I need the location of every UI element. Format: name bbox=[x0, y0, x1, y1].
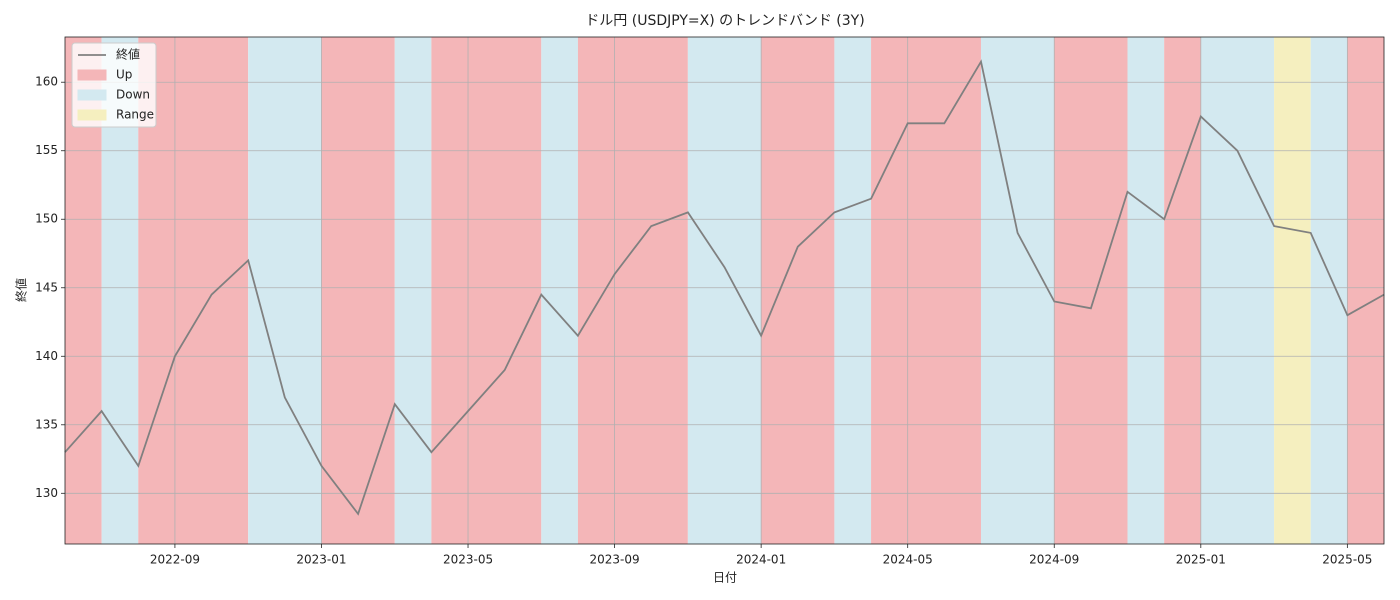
y-axis-label: 終値 bbox=[14, 278, 29, 302]
trend-band bbox=[1127, 37, 1165, 544]
trend-band bbox=[394, 37, 432, 544]
y-tick-label: 140 bbox=[35, 349, 58, 363]
plot-frame bbox=[64, 36, 1385, 545]
trend-band bbox=[1164, 37, 1201, 544]
x-tick-label: 2022-09 bbox=[150, 553, 200, 567]
trend-band bbox=[1310, 37, 1348, 544]
legend-label: 終値 bbox=[116, 47, 140, 62]
x-tick-label: 2024-05 bbox=[883, 553, 933, 567]
trend-band bbox=[871, 37, 981, 544]
x-tick-label: 2023-01 bbox=[296, 553, 346, 567]
y-tick-label: 150 bbox=[35, 212, 58, 226]
x-tick-label: 2023-09 bbox=[590, 553, 640, 567]
x-tick-label: 2023-05 bbox=[443, 553, 493, 567]
trend-band bbox=[577, 37, 688, 544]
y-tick-label: 160 bbox=[35, 75, 58, 89]
x-axis-label: 日付 bbox=[713, 571, 737, 585]
trend-band bbox=[321, 37, 395, 544]
legend-label: Down bbox=[116, 88, 150, 102]
price-line bbox=[64, 59, 1385, 516]
trend-band bbox=[248, 37, 322, 544]
legend-box bbox=[71, 42, 157, 128]
x-tick-label: 2024-01 bbox=[736, 553, 786, 567]
x-tick-label: 2024-09 bbox=[1029, 553, 1079, 567]
legend-label: Range bbox=[116, 108, 154, 122]
trend-band bbox=[834, 37, 872, 544]
legend: 終値 Up Down Range bbox=[71, 42, 157, 128]
y-tick-label: 130 bbox=[35, 486, 58, 500]
trend-band bbox=[687, 37, 762, 544]
trend-band bbox=[761, 37, 835, 544]
y-tick-label: 155 bbox=[35, 143, 58, 157]
trend-band bbox=[431, 37, 542, 544]
chart-title: ドル円 (USDJPY=X) のトレンドバンド (3Y) bbox=[585, 13, 864, 29]
trend-band bbox=[1054, 37, 1128, 544]
y-tick-label: 135 bbox=[35, 417, 58, 431]
legend-swatch bbox=[77, 89, 107, 101]
trend-band bbox=[138, 37, 249, 544]
trend-band bbox=[541, 37, 578, 544]
legend-swatch bbox=[77, 109, 107, 121]
y-tick-label: 145 bbox=[35, 280, 58, 294]
trend-band bbox=[1200, 37, 1275, 544]
legend-swatch bbox=[77, 69, 107, 81]
trend-band bbox=[1347, 37, 1384, 544]
legend-label: Up bbox=[116, 68, 132, 82]
x-tick-label: 2025-05 bbox=[1322, 553, 1372, 567]
trend-band bbox=[1274, 37, 1311, 544]
x-tick-label: 2025-01 bbox=[1176, 553, 1226, 567]
